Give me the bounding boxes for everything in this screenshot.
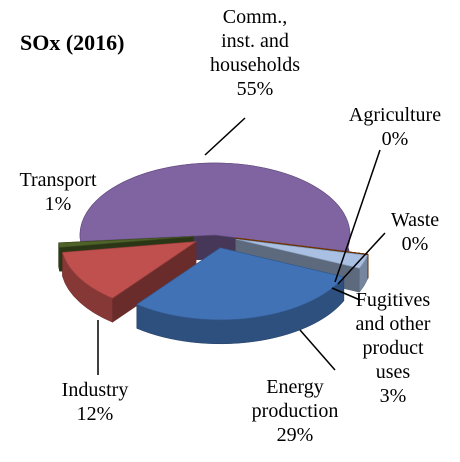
slice-label: Transport 1% [3,168,113,216]
value-label: 0% [401,233,429,255]
value-label: 0% [381,128,409,150]
category-label: Comm., inst. and households [210,6,300,76]
leader-line [331,287,361,301]
category-label: Agriculture [348,104,442,126]
value-label: 29% [276,424,314,446]
slice [236,237,369,255]
slice-label: Industry 12% [40,378,150,426]
category-label: Transport [19,169,97,191]
chart-title: SOx (2016) [20,30,125,55]
slice [58,236,194,248]
pie [58,162,369,345]
slice [136,247,345,321]
slice-label: Comm., inst. and households 55% [205,5,305,101]
value-label: 3% [379,385,407,407]
slice-label: Fugitives and other product uses 3% [346,288,441,408]
leader-lines [97,117,386,375]
value-label: 55% [236,78,274,100]
category-label: Fugitives and other product uses [355,289,431,383]
slice-label: Waste 0% [370,208,460,256]
value-label: 12% [76,403,114,425]
leader-line [204,117,246,156]
slice-label: Energy production 29% [240,375,350,447]
leader-line [299,329,336,371]
leader-line [337,232,386,285]
slice [235,238,368,269]
category-label: Industry [61,379,129,401]
slice [79,162,351,252]
value-label: 1% [44,193,72,215]
category-label: Energy production [251,376,339,422]
leader-line [334,149,381,283]
category-label: Waste [390,209,440,231]
slice [62,241,198,299]
slice-label: Agriculture 0% [330,103,460,151]
